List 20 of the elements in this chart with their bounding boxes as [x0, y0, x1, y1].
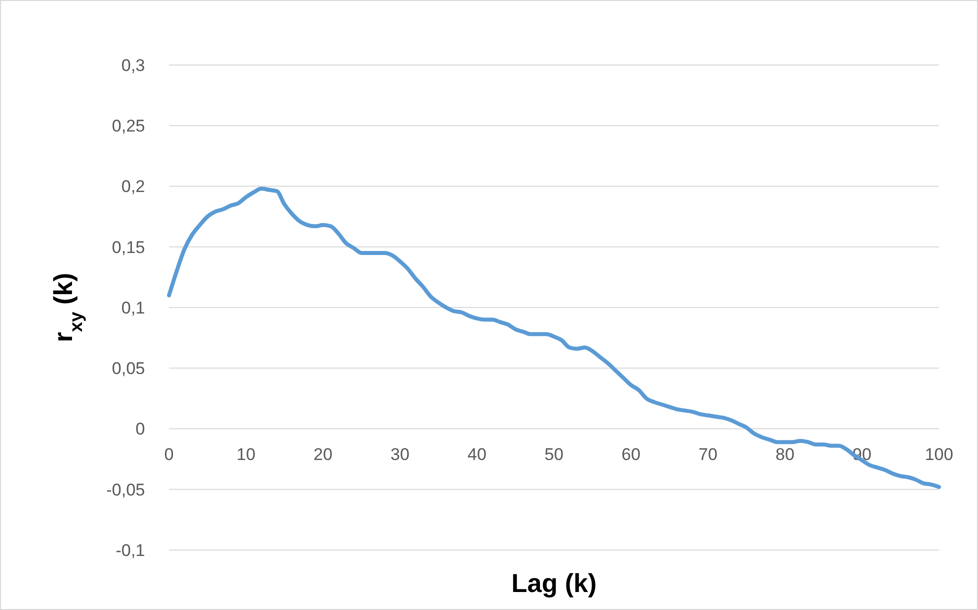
x-tick-label: 80 [776, 444, 794, 464]
x-tick-label: 20 [314, 444, 332, 464]
x-axis-title: Lag (k) [511, 568, 597, 598]
x-tick-label: 0 [164, 444, 174, 464]
y-tick-label: 0,05 [112, 359, 145, 378]
x-tick-label: 30 [390, 444, 410, 464]
y-tick-label: 0,25 [112, 116, 145, 136]
x-tick-label: 100 [924, 444, 954, 464]
x-tick-label: 70 [698, 444, 718, 464]
x-tick-label: 40 [468, 444, 486, 464]
x-tick-label: 50 [544, 444, 564, 464]
x-tick-label: 60 [622, 444, 640, 464]
y-tick-label: 0,2 [121, 177, 145, 196]
y-tick-label: 0,15 [112, 238, 145, 257]
x-tick-label: 10 [236, 444, 256, 464]
y-tick-label: 0 [136, 420, 145, 439]
y-tick-label: 0,1 [121, 298, 145, 318]
y-tick-label: -0,1 [116, 540, 145, 560]
y-tick-label: 0,3 [121, 56, 145, 75]
y-tick-label: -0,05 [106, 480, 145, 500]
